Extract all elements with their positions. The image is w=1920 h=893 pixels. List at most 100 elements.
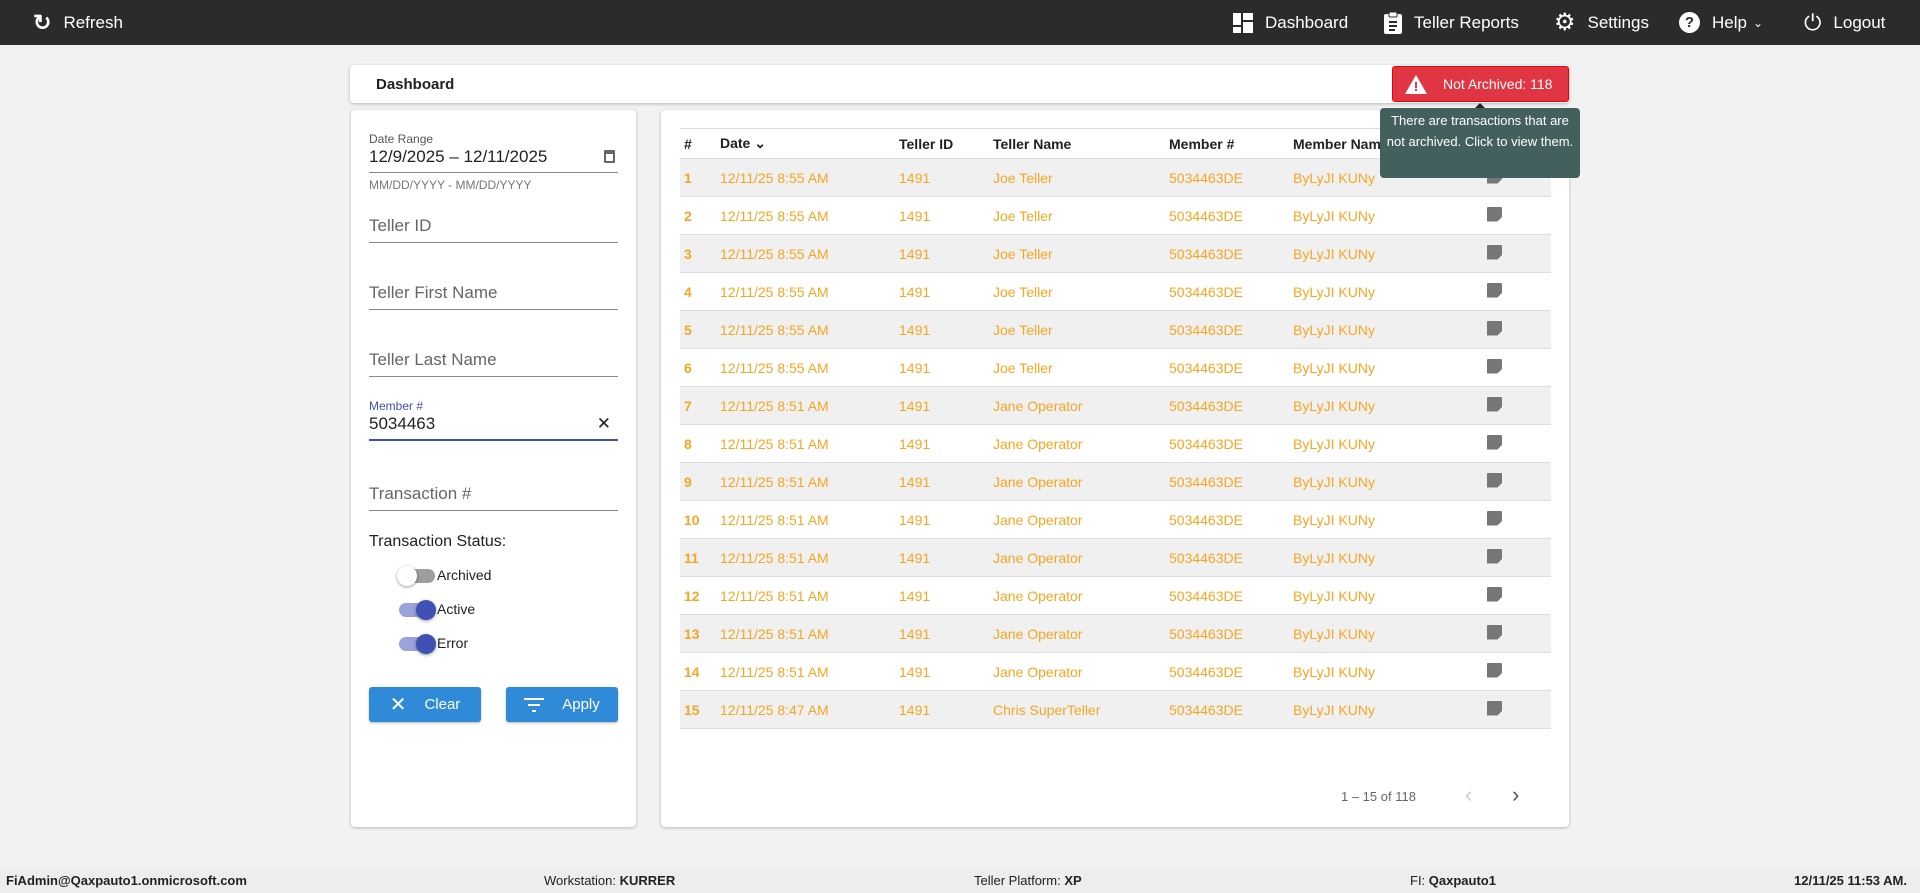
row-date: 12/11/25 8:51 AM [720,462,899,501]
refresh-button[interactable]: ↻ Refresh [33,9,123,35]
row-member-number: 5034463DE [1169,614,1293,653]
table-row[interactable]: 14 12/11/25 8:51 AM 1491 Jane Operator 50344… [680,652,1551,691]
table-row[interactable]: 11 12/11/25 8:51 AM 1491 Jane Operator 50344… [680,538,1551,577]
row-teller-id: 1491 [899,310,993,349]
row-number: 12 [680,576,720,615]
note-icon[interactable] [1487,700,1502,716]
table-row[interactable]: 9 12/11/25 8:51 AM 1491 Jane Operator 503446… [680,462,1551,501]
row-teller-id: 1491 [899,690,993,729]
row-teller-name: Jane Operator [993,614,1169,653]
not-archived-tooltip: There are transactions that are not arch… [1380,108,1580,178]
table-row[interactable]: 8 12/11/25 8:51 AM 1491 Jane Operator 503446… [680,424,1551,463]
teller-id-input[interactable]: Teller ID [369,216,618,243]
table-row[interactable]: 12 12/11/25 8:51 AM 1491 Jane Operator 50344… [680,576,1551,615]
warning-icon [1405,74,1427,94]
row-teller-id: 1491 [899,234,993,273]
nav-teller-reports[interactable]: Teller Reports [1384,0,1519,45]
clear-input-icon[interactable]: ✕ [596,414,611,433]
row-number: 2 [680,196,720,235]
row-date: 12/11/25 8:51 AM [720,538,899,577]
dashboard-icon [1233,12,1253,33]
page-title: Dashboard [376,76,455,93]
row-number: 1 [680,158,720,197]
transaction-status-label: Transaction Status: [369,533,507,550]
note-icon[interactable] [1487,434,1502,450]
filter-icon [524,697,545,712]
row-actions [1483,462,1551,501]
note-icon[interactable] [1487,624,1502,640]
apply-button[interactable]: Apply [506,687,618,722]
row-actions [1483,272,1551,311]
row-date: 12/11/25 8:55 AM [720,158,899,197]
pagination-range: 1 – 15 of 118 [1341,789,1416,804]
footer-fi: FI: Qaxpauto1 [1410,873,1496,888]
nav-settings[interactable]: ⚙ Settings [1554,9,1649,36]
row-date: 12/11/25 8:47 AM [720,690,899,729]
row-teller-name: Jane Operator [993,462,1169,501]
table-row[interactable]: 10 12/11/25 8:51 AM 1491 Jane Operator 50344… [680,500,1551,539]
row-number: 4 [680,272,720,311]
row-member-name: ByLyJI KUNy [1293,462,1483,501]
clear-button[interactable]: ✕ Clear [369,687,481,722]
close-icon: ✕ [389,694,407,716]
note-icon[interactable] [1487,662,1502,678]
note-icon[interactable] [1487,244,1502,260]
row-member-name: ByLyJI KUNy [1293,348,1483,387]
page-header: Dashboard [350,65,1569,103]
col-member-number: Member # [1169,128,1293,159]
col-date[interactable]: Date ⌄ [720,128,899,159]
row-teller-id: 1491 [899,538,993,577]
row-teller-name: Jane Operator [993,652,1169,691]
row-member-number: 5034463DE [1169,196,1293,235]
table-row[interactable]: 2 12/11/25 8:55 AM 1491 Joe Teller 5034463DE… [680,196,1551,235]
note-icon[interactable] [1487,510,1502,526]
row-teller-id: 1491 [899,462,993,501]
row-date: 12/11/25 8:51 AM [720,576,899,615]
note-icon[interactable] [1487,206,1502,222]
row-member-name: ByLyJI KUNy [1293,538,1483,577]
row-member-name: ByLyJI KUNy [1293,614,1483,653]
table-row[interactable]: 4 12/11/25 8:55 AM 1491 Joe Teller 5034463DE… [680,272,1551,311]
table-row[interactable]: 3 12/11/25 8:55 AM 1491 Joe Teller 5034463DE… [680,234,1551,273]
not-archived-button[interactable]: Not Archived: 118 [1392,66,1569,102]
table-row[interactable]: 7 12/11/25 8:51 AM 1491 Jane Operator 503446… [680,386,1551,425]
nav-dashboard[interactable]: Dashboard [1233,0,1348,45]
teller-last-name-input[interactable]: Teller Last Name [369,350,618,377]
table-row[interactable]: 13 12/11/25 8:51 AM 1491 Jane Operator 50344… [680,614,1551,653]
row-member-number: 5034463DE [1169,348,1293,387]
teller-first-name-input[interactable]: Teller First Name [369,283,618,310]
row-number: 6 [680,348,720,387]
row-member-number: 5034463DE [1169,272,1293,311]
table-row[interactable]: 6 12/11/25 8:55 AM 1491 Joe Teller 5034463DE… [680,348,1551,387]
note-icon[interactable] [1487,472,1502,488]
calendar-icon[interactable] [604,150,615,163]
prev-page-button[interactable]: ‹ [1465,782,1473,807]
note-icon[interactable] [1487,396,1502,412]
transactions-table: # Date ⌄ Teller ID Teller Name Member # … [680,128,1551,729]
note-icon[interactable] [1487,548,1502,564]
row-date: 12/11/25 8:55 AM [720,348,899,387]
nav-help[interactable]: ? Help ⌄ [1679,0,1763,45]
row-member-name: ByLyJI KUNy [1293,310,1483,349]
col-number: # [680,128,720,159]
nav-logout[interactable]: ⏻ Logout [1804,9,1886,35]
next-page-button[interactable]: › [1512,782,1520,807]
row-member-number: 5034463DE [1169,310,1293,349]
row-number: 11 [680,538,720,577]
note-icon[interactable] [1487,282,1502,298]
row-number: 10 [680,500,720,539]
note-icon[interactable] [1487,320,1502,336]
table-row[interactable]: 5 12/11/25 8:55 AM 1491 Joe Teller 5034463DE… [680,310,1551,349]
member-number-input[interactable]: Member # 5034463 ✕ [369,399,619,441]
col-teller-id: Teller ID [899,128,993,159]
note-icon[interactable] [1487,358,1502,374]
row-teller-name: Jane Operator [993,500,1169,539]
help-icon: ? [1679,12,1700,33]
row-actions [1483,348,1551,387]
date-range-field[interactable]: Date Range 12/9/2025 – 12/11/2025 MM/DD/… [369,132,619,192]
row-teller-id: 1491 [899,348,993,387]
note-icon[interactable] [1487,586,1502,602]
transaction-number-input[interactable]: Transaction # [369,484,618,511]
table-row[interactable]: 15 12/11/25 8:47 AM 1491 Chris SuperTeller 5… [680,690,1551,729]
row-actions [1483,386,1551,425]
